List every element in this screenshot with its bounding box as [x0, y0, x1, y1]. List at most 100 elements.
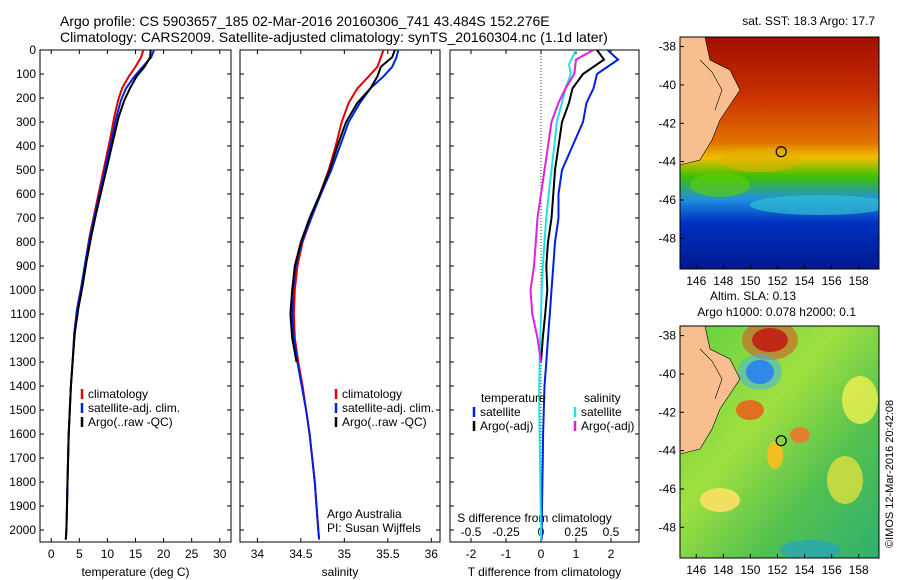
sst-map-title: sat. SST: 18.3 Argo: 17.7 [742, 14, 875, 28]
map-lon-label: 152 [767, 274, 787, 288]
map-lon-label: 150 [740, 274, 760, 288]
map-lat-label: -38 [659, 40, 677, 54]
map-lon-label: 158 [849, 563, 869, 577]
s-axis-label: S difference from climatology [457, 511, 612, 525]
salinity-panel-frame [239, 49, 441, 543]
depth-tick-label: 100 [16, 67, 36, 81]
s-tick-label: -0.25 [492, 525, 520, 539]
legend-label: Argo(..raw -QC) [88, 415, 173, 429]
x-tick-label: 15 [129, 547, 143, 561]
map-lon-label: 150 [740, 563, 760, 577]
x-axis-label: temperature (deg C) [81, 565, 189, 579]
map-lon-label: 158 [849, 274, 869, 288]
depth-tick-label: 1400 [9, 379, 36, 393]
map-lon-label: 156 [822, 274, 842, 288]
x-tick-label: 5 [76, 547, 83, 561]
x-tick-label: 10 [101, 547, 115, 561]
map-lon-label: 146 [686, 274, 706, 288]
x-tick-label: 1 [573, 547, 580, 561]
x-tick-label: 36 [425, 547, 439, 561]
depth-tick-label: 1500 [9, 403, 36, 417]
credit-line2: PI: Susan Wijffels [327, 521, 421, 535]
map-lat-label: -44 [659, 155, 677, 169]
series-line-argo [540, 50, 606, 363]
depth-tick-label: 1700 [9, 451, 36, 465]
legend-label: Argo(..raw -QC) [342, 415, 427, 429]
temperature-panel-frame [39, 49, 232, 543]
figure-title-line2: Climatology: CARS2009. Satellite-adjuste… [60, 29, 608, 45]
map-lon-label: 146 [686, 563, 706, 577]
map-lat-label: -38 [659, 329, 677, 343]
depth-tick-label: 1000 [9, 283, 36, 297]
temperature-panel: 0100200300400500600700800900100011001200… [9, 43, 232, 579]
series-line-argo [289, 50, 396, 363]
map-lon-label: 148 [713, 274, 733, 288]
imos-timestamp: ©IMOS 12-Mar-2016 20:42:08 [884, 399, 896, 548]
depth-tick-label: 1200 [9, 331, 36, 345]
depth-tick-label: 1900 [9, 499, 36, 513]
map-lat-label: -42 [659, 116, 677, 130]
sla-map-title2: Argo h1000: 0.078 h2000: 0.1 [697, 305, 856, 319]
map-lon-label: 154 [795, 563, 815, 577]
legend-label: Argo(-adj) [581, 419, 634, 433]
depth-tick-label: 300 [16, 115, 36, 129]
x-axis-label: T difference from climatology [468, 565, 622, 579]
sla-map-title1: Altim. SLA: 0.13 [710, 289, 796, 303]
depth-tick-label: 600 [16, 187, 36, 201]
legend-header-salinity: salinity [584, 391, 621, 405]
series-line-salinity_argo [529, 50, 594, 363]
series-line-satellite [540, 50, 620, 540]
x-tick-label: 25 [185, 547, 199, 561]
argo-location-marker [775, 435, 787, 447]
map-lat-label: -46 [659, 193, 677, 207]
depth-tick-label: 2000 [9, 523, 36, 537]
legend-label: climatology [88, 387, 148, 401]
depth-tick-label: 400 [16, 139, 36, 153]
depth-tick-label: 1600 [9, 427, 36, 441]
legend-label: climatology [342, 387, 402, 401]
depth-tick-label: 1300 [9, 355, 36, 369]
figure-title-line1: Argo profile: CS 5903657_185 02-Mar-2016… [60, 13, 550, 29]
x-tick-label: 20 [157, 547, 171, 561]
depth-tick-label: 1100 [10, 307, 36, 321]
difference-panel: -2 -1 0 1 2 T difference from climatology -0.5… [449, 49, 640, 579]
salinity-panel: 34 34.5 35 35.5 36 salinity climatologysatelli… [239, 49, 441, 579]
legend-label: Argo(-adj) [480, 419, 533, 433]
depth-tick-label: 0 [29, 43, 36, 57]
map-lon-label: 152 [767, 563, 787, 577]
x-axis-label: salinity [322, 565, 359, 579]
x-tick-label: -1 [501, 547, 512, 561]
x-tick-label: 2 [608, 547, 615, 561]
legend-label: satellite-adj. clim. [88, 401, 180, 415]
depth-tick-label: 500 [16, 163, 36, 177]
series-line-argo [64, 50, 152, 540]
difference-panel-series [529, 50, 620, 540]
depth-tick-label: 1800 [9, 475, 36, 489]
sst-map: 146 148 150 152 154 156 158 -38 -40 -42 -44 -46 -48 [659, 36, 880, 288]
map-lat-label: -40 [659, 78, 677, 92]
s-tick-label: -0.5 [461, 525, 482, 539]
legend-label: satellite-adj. clim. [342, 401, 434, 415]
map-lat-label: -48 [659, 231, 677, 245]
x-tick-label: 34.5 [289, 547, 313, 561]
x-tick-label: -2 [466, 547, 477, 561]
argo-location-marker [775, 146, 787, 158]
x-tick-label: 0 [538, 547, 545, 561]
credit-line1: Argo Australia [327, 507, 402, 521]
series-line-salinity_satellite [538, 50, 577, 540]
salinity-panel-series [289, 50, 400, 540]
depth-tick-label: 900 [16, 259, 36, 273]
depth-tick-label: 200 [16, 91, 36, 105]
map-lat-label: -46 [659, 482, 677, 496]
temperature-panel-series [64, 50, 155, 540]
map-lat-label: -42 [659, 405, 677, 419]
map-lat-label: -40 [659, 367, 677, 381]
map-lon-label: 156 [822, 563, 842, 577]
legend-label: satellite [480, 405, 521, 419]
s-tick-label: 0.5 [603, 525, 620, 539]
depth-tick-label: 700 [16, 211, 36, 225]
legend-label: satellite [581, 405, 622, 419]
map-lon-label: 154 [795, 274, 815, 288]
map-lon-label: 148 [713, 563, 733, 577]
